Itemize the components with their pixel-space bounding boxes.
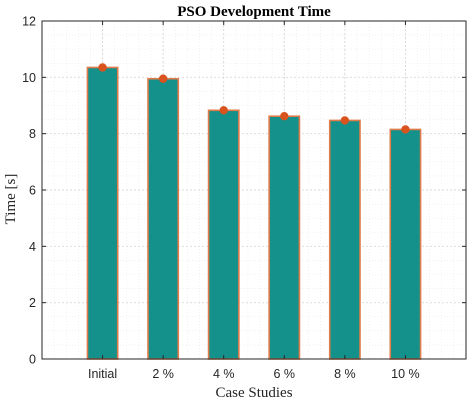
bar-2: [147, 77, 180, 360]
bar-5: [328, 119, 361, 360]
y-tick-label: 4: [29, 240, 36, 254]
x-tick-labels: Initial 2 % 4 % 6 % 8 % 10 %: [88, 367, 420, 381]
y-axis-label: Time [s]: [3, 174, 19, 225]
x-tick-label: 4 %: [213, 367, 235, 381]
x-tick-label: 8 %: [334, 367, 356, 381]
y-tick-label: 0: [29, 353, 36, 367]
x-tick-label: 6 %: [274, 367, 296, 381]
bar-4: [268, 115, 301, 360]
x-tick-label: Initial: [88, 367, 117, 381]
chart-title: PSO Development Time: [177, 4, 331, 20]
y-tick-label: 8: [29, 127, 36, 141]
y-tick-label: 2: [29, 296, 36, 310]
x-tick-label: 2 %: [152, 367, 174, 381]
axes: [41, 20, 467, 360]
bar-1: [86, 66, 119, 360]
marker-3: [219, 106, 228, 115]
bar-3: [207, 109, 240, 360]
y-tick-label: 10: [22, 71, 36, 85]
marker-4: [280, 112, 289, 121]
marker-2: [158, 74, 168, 83]
y-tick-label: 12: [22, 15, 36, 29]
marker-1: [98, 63, 107, 72]
bars: [86, 66, 422, 360]
y-tick-label: 6: [29, 184, 36, 198]
marker-6: [401, 125, 410, 134]
bar-6: [389, 128, 422, 360]
x-tick-label: 10 %: [391, 367, 420, 381]
value-markers: [98, 63, 410, 134]
y-tick-labels: 0 2 4 6 8 10 12: [22, 15, 36, 367]
x-axis-label: Case Studies: [215, 385, 292, 401]
marker-5: [340, 116, 350, 125]
